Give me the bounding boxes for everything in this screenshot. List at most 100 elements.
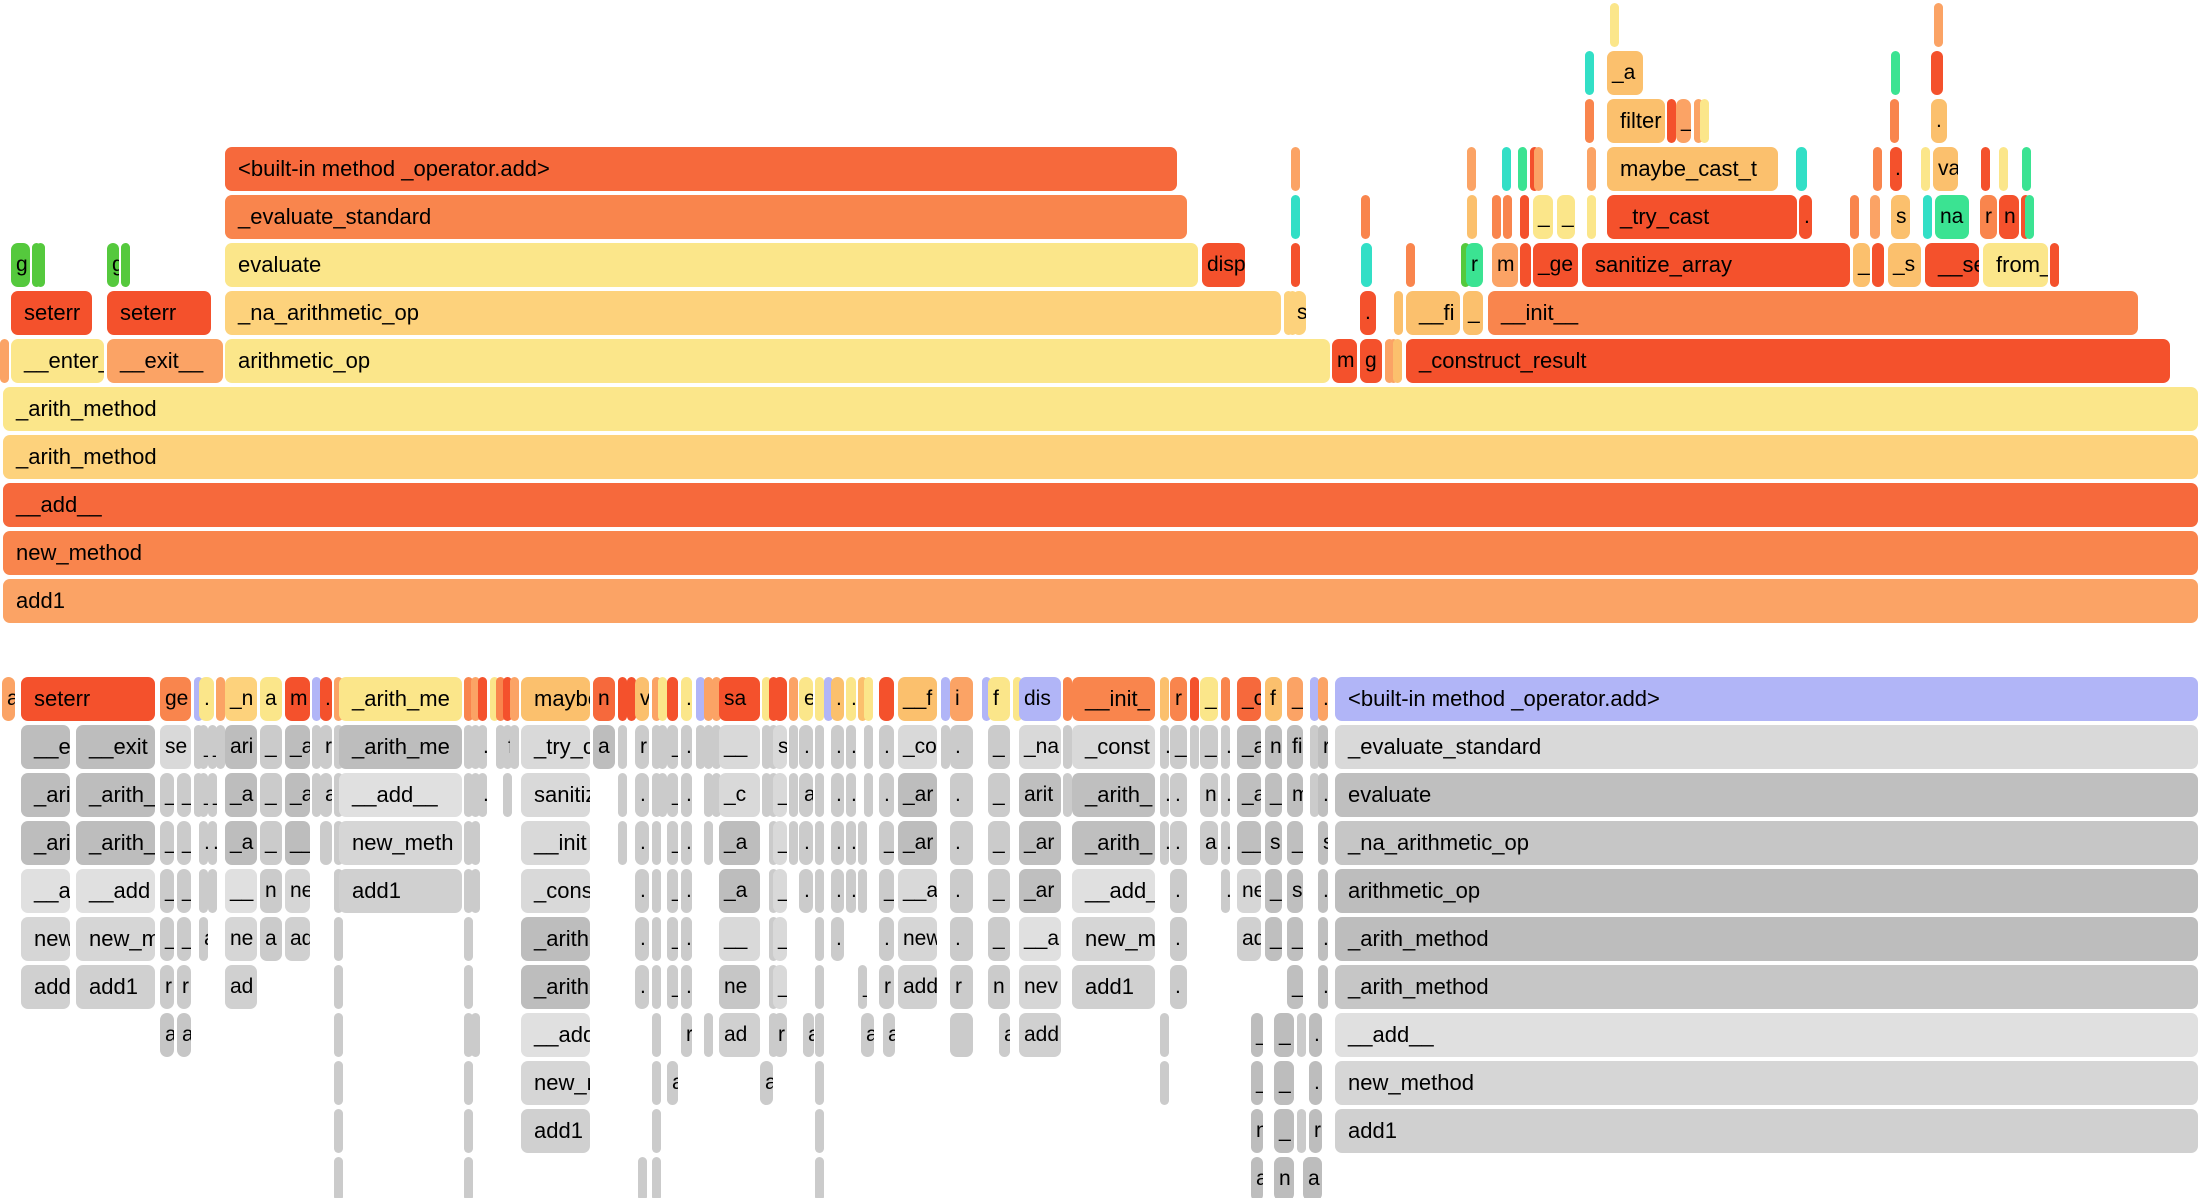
flame-frame[interactable]: . [1170,821,1187,865]
flame-frame[interactable] [618,677,627,721]
flame-frame[interactable]: __add__ [3,483,2198,527]
flame-frame[interactable] [696,725,705,769]
flame-frame[interactable] [1587,147,1596,191]
flame-frame[interactable]: . [1360,291,1376,335]
flame-frame[interactable]: . [320,677,332,721]
flame-frame[interactable] [471,773,480,817]
flame-frame[interactable] [471,725,480,769]
flame-frame[interactable] [1694,99,1703,143]
flame-frame[interactable] [216,677,225,721]
flame-frame[interactable]: __er [21,725,70,769]
flame-frame[interactable] [1393,339,1402,383]
flame-frame[interactable]: s [1891,195,1910,239]
flame-frame[interactable]: . [635,821,649,865]
flame-frame[interactable]: . [681,773,692,817]
flame-frame[interactable] [667,677,678,721]
flame-frame[interactable]: __fi [1406,291,1460,335]
flame-frame[interactable]: _ [260,821,282,865]
flame-frame[interactable] [652,773,661,817]
flame-frame[interactable]: _ [773,965,787,1009]
flame-frame[interactable] [704,677,713,721]
flame-frame[interactable]: _ [177,917,191,961]
flame-frame[interactable] [1291,195,1300,239]
flame-frame[interactable] [618,773,627,817]
flame-frame[interactable]: nev [1019,965,1061,1009]
flame-frame[interactable] [652,677,661,721]
flame-frame[interactable] [471,1013,480,1057]
flame-frame[interactable] [496,677,505,721]
flame-frame[interactable]: . [1221,725,1230,769]
flame-frame[interactable] [1587,195,1596,239]
flame-frame[interactable]: _try_c [521,725,590,769]
flame-frame[interactable]: _arith [521,917,590,961]
flame-frame[interactable]: sa [719,677,760,721]
flame-frame[interactable]: . [1931,99,1947,143]
flame-frame[interactable] [199,869,208,913]
flame-frame[interactable]: _ [208,773,217,817]
flame-frame[interactable]: i [950,677,973,721]
flame-frame[interactable] [1873,147,1882,191]
flame-frame[interactable]: new_m [521,1061,590,1105]
flame-frame[interactable]: __add__ [1335,1013,2198,1057]
flame-frame[interactable] [1160,677,1169,721]
flame-frame[interactable] [1981,147,1990,191]
flame-frame[interactable] [1870,195,1880,239]
flame-frame[interactable]: _ [1170,725,1187,769]
flame-frame[interactable]: maybe [521,677,590,721]
flame-frame[interactable]: _ [160,773,174,817]
flame-frame[interactable] [1850,195,1859,239]
flame-frame[interactable]: add1 [521,1109,590,1153]
flame-frame[interactable]: r [681,1013,692,1057]
flame-frame[interactable]: __init_ [1072,677,1155,721]
flame-frame[interactable]: . [799,725,813,769]
flame-frame[interactable]: seterr [21,677,155,721]
flame-frame[interactable] [312,725,321,769]
flame-frame[interactable]: _ [1265,869,1282,913]
flame-frame[interactable]: s [773,725,787,769]
flame-frame[interactable] [789,725,798,769]
flame-frame[interactable]: . [635,965,649,1009]
flame-frame[interactable] [652,725,661,769]
flame-frame[interactable] [1160,1061,1169,1105]
flame-frame[interactable] [1890,99,1899,143]
flame-frame[interactable] [658,773,667,817]
flame-frame[interactable]: ad [719,1013,760,1057]
flame-frame[interactable]: _ [160,917,174,961]
flame-frame[interactable]: _ [1463,291,1483,335]
flame-frame[interactable] [858,821,867,865]
flame-frame[interactable]: . [831,773,844,817]
flame-frame[interactable] [652,1109,661,1153]
flame-frame[interactable] [627,677,636,721]
flame-frame[interactable] [824,677,833,721]
flame-frame[interactable] [2050,243,2059,287]
flame-frame[interactable] [0,339,9,383]
flame-frame[interactable] [815,917,824,961]
flame-frame[interactable] [815,1109,824,1153]
flame-frame[interactable] [815,821,824,865]
flame-frame[interactable]: _arith_method [1335,965,2198,1009]
flame-frame[interactable] [1297,1109,1306,1153]
flame-frame[interactable]: _ [1274,1013,1294,1057]
flame-frame[interactable] [815,773,824,817]
flame-frame[interactable] [652,917,661,961]
flame-frame[interactable]: _evaluate_standard [225,195,1187,239]
flame-frame[interactable]: arithmetic_op [1335,869,2198,913]
flame-frame[interactable] [704,773,713,817]
flame-frame[interactable] [762,677,771,721]
flame-frame[interactable]: . [1170,869,1187,913]
flame-frame[interactable]: _ [199,773,208,817]
flame-frame[interactable]: a [260,917,282,961]
flame-frame[interactable]: r [320,725,332,769]
flame-frame[interactable] [1310,725,1319,769]
flame-frame[interactable] [712,773,721,817]
flame-frame[interactable] [478,677,487,721]
flame-frame[interactable] [1585,51,1594,95]
flame-frame[interactable]: s [1287,869,1303,913]
flame-frame[interactable] [36,243,45,287]
flame-frame[interactable]: __exit [76,725,155,769]
flame-frame[interactable]: _ [667,725,678,769]
flame-frame[interactable]: . [950,773,973,817]
flame-frame[interactable] [334,677,343,721]
flame-frame[interactable]: _ [773,821,787,865]
flame-frame[interactable]: _ [667,917,678,961]
